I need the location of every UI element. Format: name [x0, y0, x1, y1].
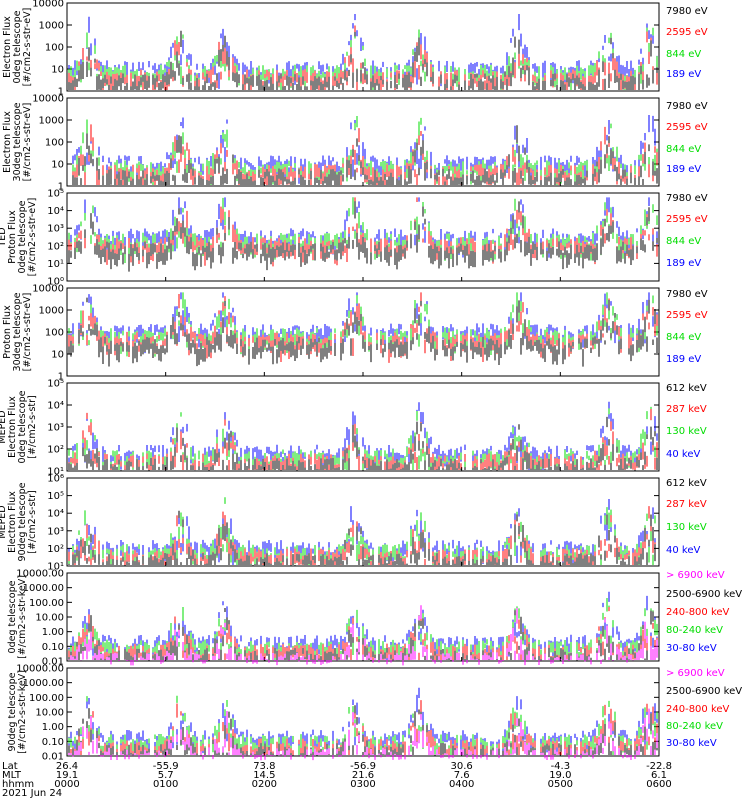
y-axis-label: Electron Flux0deg telescope[#/cm2-s-str-… — [2, 8, 33, 87]
y-tick-label: 10³ — [47, 224, 64, 235]
y-axis-label: Proton Flux30deg telescope[#/cm2-s-str-e… — [2, 292, 33, 371]
legend-entry: 2595 eV — [666, 122, 708, 133]
y-tick-label: 10¹ — [47, 467, 64, 478]
y-tick-label: 1000 — [39, 21, 64, 32]
legend-entry: 189 eV — [666, 164, 701, 175]
panel-3: 10⁰ 10¹ 10² 10³ 10⁴ 10⁵ TEDProton Flux0deg tel… — [0, 189, 708, 288]
legend-entry: 2595 eV — [666, 27, 708, 38]
legend-entry: 189 eV — [666, 354, 701, 365]
legend-entry: 40 keV — [666, 449, 700, 460]
data-marks — [68, 292, 658, 367]
legend-entry: 844 eV — [666, 144, 701, 155]
y-axis-label: MEPEDElectron Flux0deg telescope[#/cm2-s… — [0, 390, 38, 463]
legend-entry: 612 keV — [666, 383, 707, 394]
y-tick-label: 1 — [58, 182, 64, 193]
legend-entry: 7980 eV — [666, 289, 708, 300]
y-tick-label: 10⁵ — [47, 189, 64, 200]
y-tick-label: 1000 — [39, 116, 64, 127]
legend-entry: 189 eV — [666, 258, 701, 269]
legend-entry: 7980 eV — [666, 101, 708, 112]
y-axis-label: Electron Flux30deg telescope[#/cm2-s-str… — [2, 102, 33, 181]
legend-entry: 2595 eV — [666, 310, 708, 321]
y-tick-label: 10 — [51, 160, 64, 171]
y-axis-label: TEDProton Flux0deg telescope[#/cm2-s-str… — [0, 198, 38, 277]
y-tick-label: 10³ — [47, 423, 64, 434]
legend-entry: 189 eV — [666, 69, 701, 80]
y-tick-label: 10⁵ — [47, 379, 64, 390]
data-marks — [68, 197, 658, 272]
legend-entry: 2595 eV — [666, 214, 708, 225]
y-tick-label: 10000 — [32, 94, 64, 105]
legend-entry: 287 keV — [666, 404, 707, 415]
y-tick-label: 10⁰ — [47, 277, 64, 288]
y-tick-label: 10 — [51, 65, 64, 76]
legend-entry: 130 keV — [666, 426, 707, 437]
y-tick-label: 10 — [51, 350, 64, 361]
legend-entry: 7980 eV — [666, 193, 708, 204]
legend-entry: 844 eV — [666, 332, 701, 343]
y-tick-label: 10000 — [32, 284, 64, 295]
data-marks — [68, 401, 658, 471]
panel-5: 10¹ 10² 10³ 10⁴ 10⁵ MEPEDElectron Flux0deg te… — [0, 379, 707, 478]
y-tick-label: 10¹ — [47, 259, 64, 270]
y-tick-label: 10² — [47, 445, 64, 456]
legend-entry: 844 eV — [666, 49, 701, 60]
legend-entry: 7980 eV — [666, 6, 708, 17]
legend-entry: 844 eV — [666, 236, 701, 247]
y-tick-label: 1 — [58, 87, 64, 98]
y-tick-label: 10⁴ — [47, 206, 64, 217]
y-tick-label: 100 — [45, 138, 64, 149]
y-tick-label: 100 — [45, 43, 64, 54]
y-tick-label: 1 — [58, 372, 64, 383]
y-tick-label: 10000 — [32, 0, 64, 10]
data-marks — [72, 115, 658, 185]
y-tick-label: 1000 — [39, 306, 64, 317]
y-tick-label: 100 — [45, 328, 64, 339]
y-tick-label: 10² — [47, 241, 64, 252]
data-marks — [68, 13, 658, 90]
plot-frame — [66, 287, 660, 377]
y-tick-label: 10⁴ — [47, 401, 64, 412]
